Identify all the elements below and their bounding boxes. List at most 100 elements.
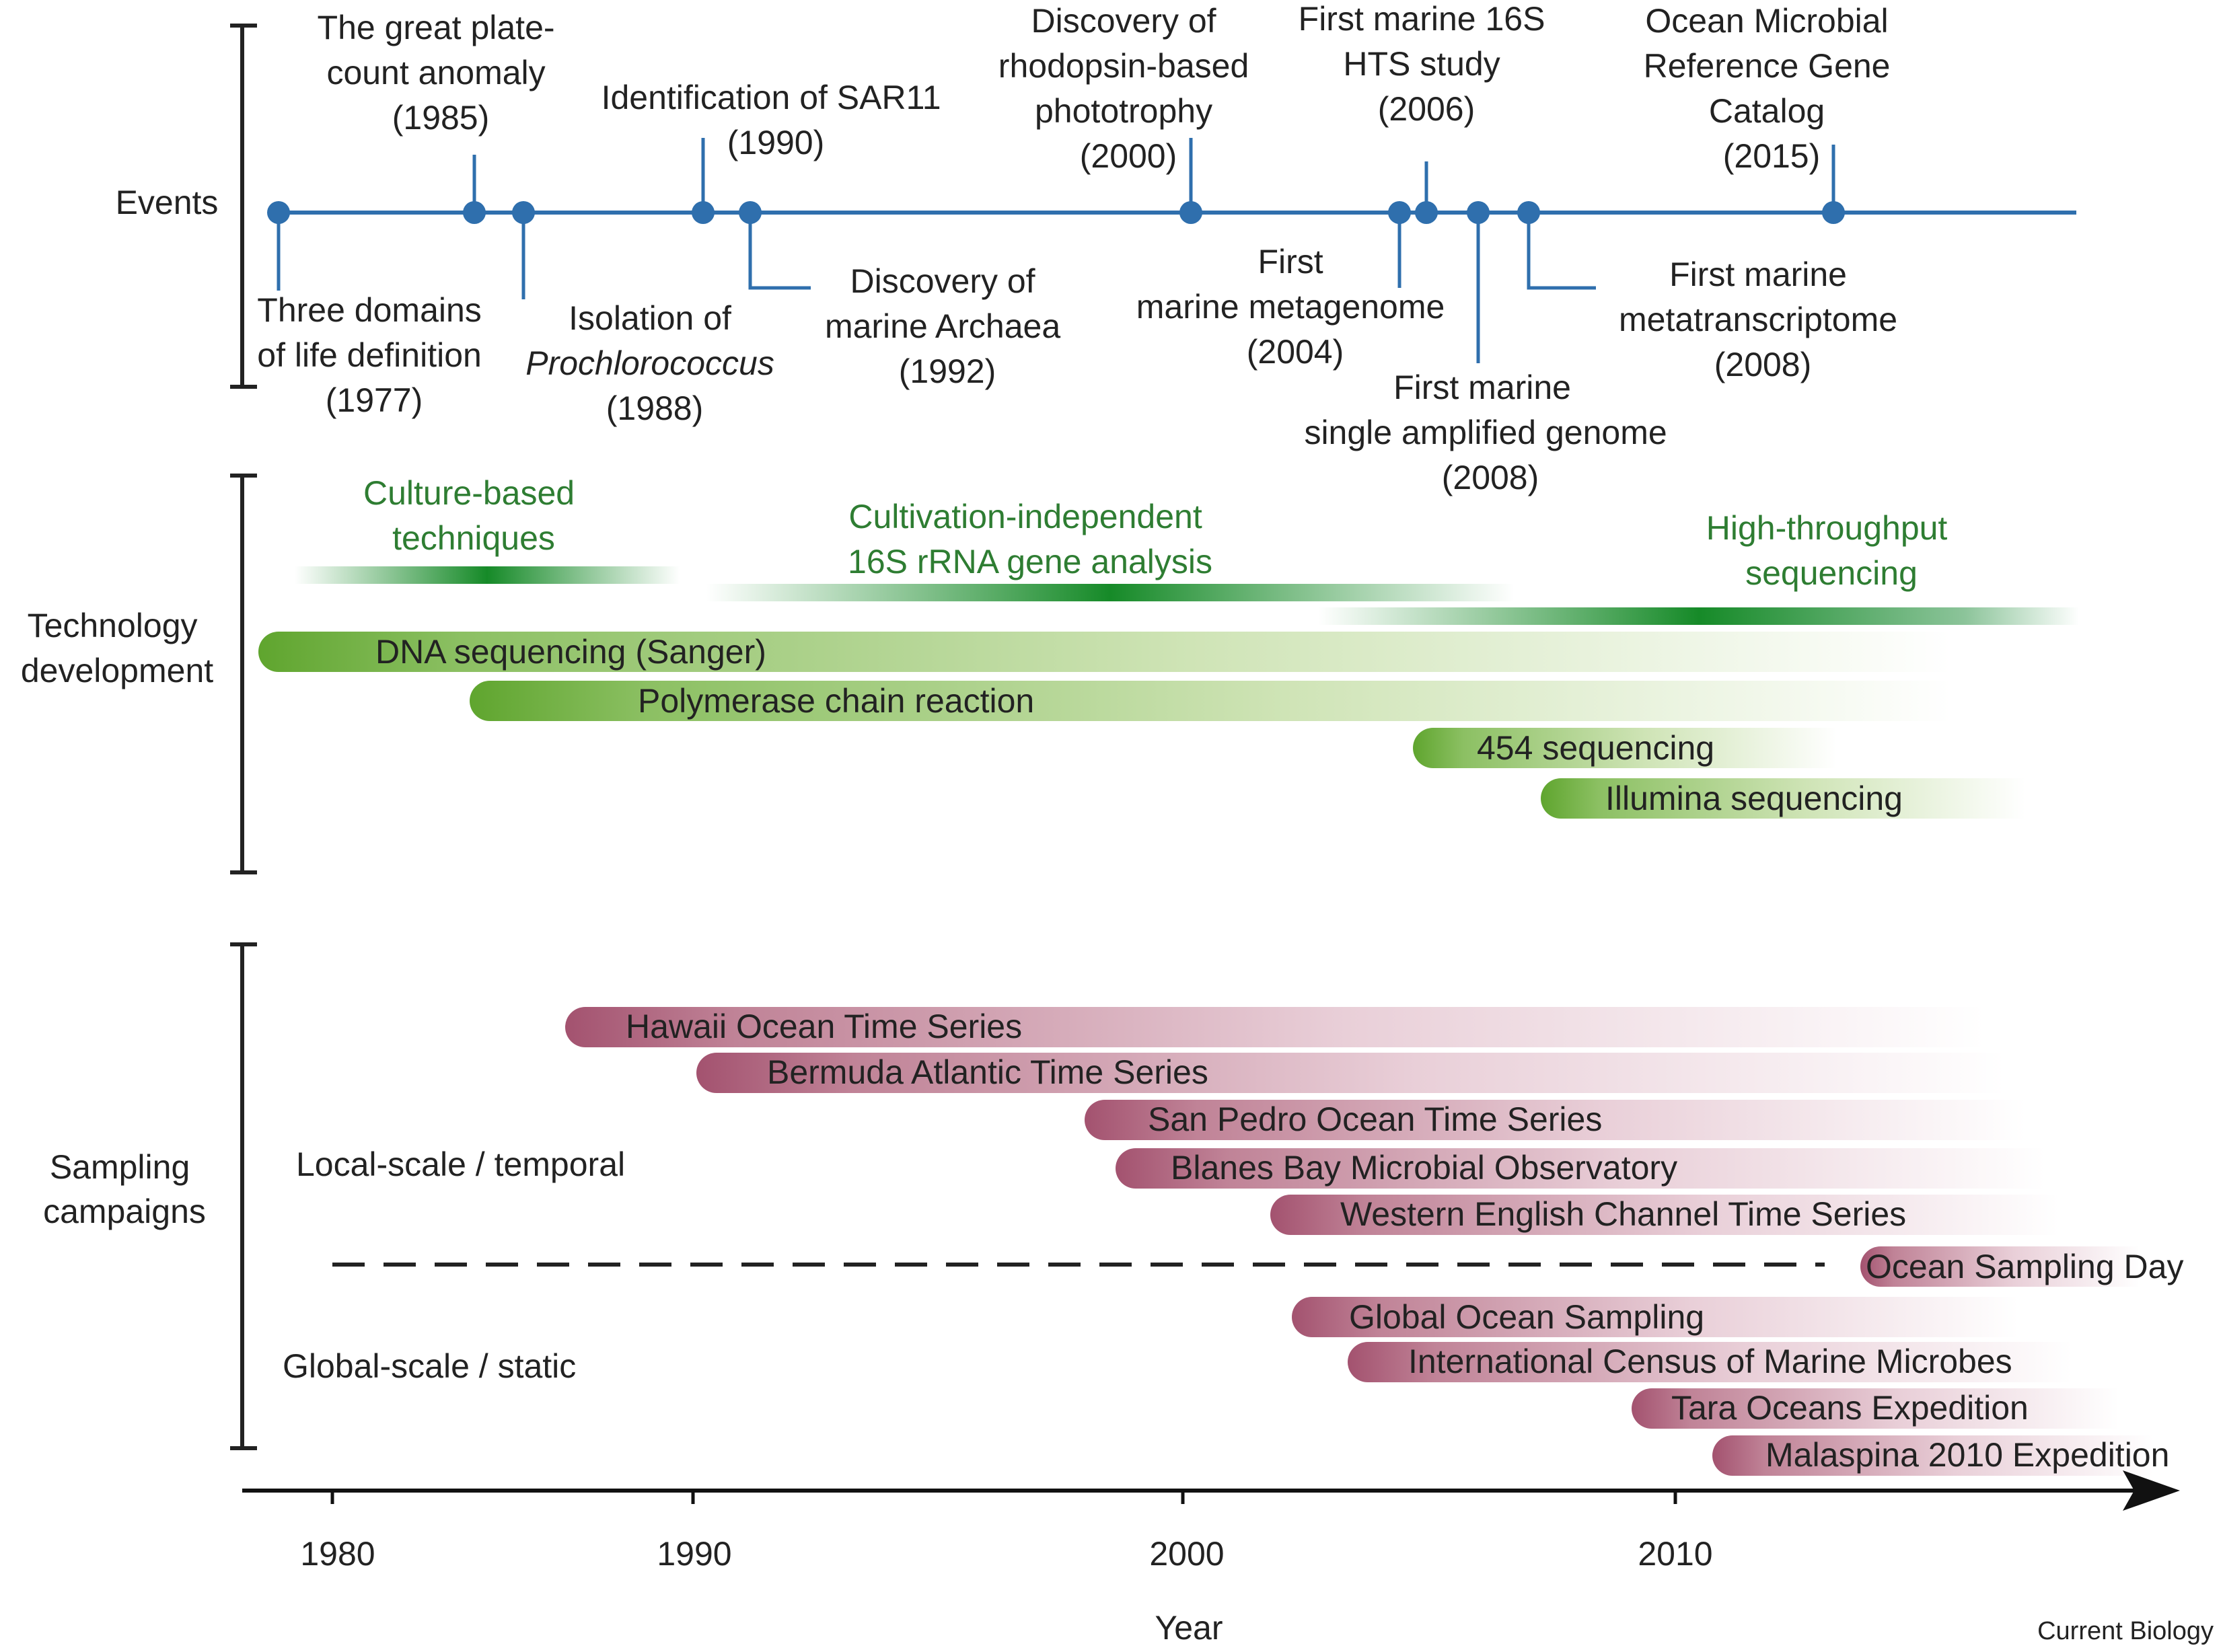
section-label-sampling-line-1: Sampling	[50, 1148, 190, 1186]
section-label-sampling: Sampling campaigns	[43, 1148, 206, 1230]
event-sar11: Identification of SAR11 (1990)	[602, 79, 951, 224]
tech-bar-label: DNA sequencing (Sanger)	[375, 633, 766, 671]
year-axis-ticks	[330, 1491, 1677, 1504]
era-high-throughput: High-throughput sequencing	[1319, 509, 2079, 625]
event-connector	[748, 213, 811, 290]
era-cultivation-independent: Cultivation-independent 16S rRNA gene an…	[706, 498, 1514, 601]
event-marine-archaea: Discovery of marine Archaea (1992)	[739, 201, 1070, 390]
event-marker	[692, 201, 715, 224]
campaign-bar	[1116, 1148, 2045, 1189]
event-label: Three domains of life definition (1977)	[257, 291, 490, 419]
campaign-label: Bermuda Atlantic Time Series	[767, 1053, 1208, 1091]
technology-eras: Culture-based techniques Cultivation-ind…	[295, 474, 2079, 625]
tick-label-1980: 1980	[300, 1535, 375, 1573]
campaign-hawaii: Hawaii Ocean Time Series	[565, 1007, 1985, 1047]
scale-label-local: Local-scale / temporal	[296, 1146, 625, 1183]
era-band	[295, 566, 680, 584]
era-label: Cultivation-independent 16S rRNA gene an…	[848, 498, 1212, 580]
campaign-label: Malaspina 2010 Expedition	[1765, 1436, 2169, 1474]
campaign-western-english-channel: Western English Channel Time Series	[1270, 1195, 2059, 1235]
tech-bar-sanger: DNA sequencing (Sanger)	[258, 632, 1951, 672]
event-rhodopsin-phototrophy: Discovery of rhodopsin-based phototrophy…	[998, 2, 1258, 224]
event-label: First marine metatranscriptome (2008)	[1619, 256, 1907, 383]
tech-bar-illumina: Illumina sequencing	[1541, 778, 2025, 819]
campaign-ocean-sampling-day: Ocean Sampling Day	[1860, 1246, 2183, 1287]
campaign-label: Blanes Bay Microbial Observatory	[1171, 1149, 1677, 1187]
event-marker	[739, 201, 762, 224]
campaign-bar	[1348, 1342, 2072, 1382]
tech-bar-label: 454 sequencing	[1477, 729, 1714, 767]
era-culture-based: Culture-based techniques	[295, 474, 680, 584]
era-label: Culture-based techniques	[363, 474, 584, 557]
event-plate-count-anomaly: The great plate- count anomaly (1985)	[318, 9, 564, 224]
local-campaigns: Hawaii Ocean Time Series Bermuda Atlanti…	[565, 1007, 2183, 1287]
global-campaigns: Global Ocean Sampling International Cens…	[1292, 1297, 2169, 1476]
campaign-blanes-bay: Blanes Bay Microbial Observatory	[1116, 1148, 2045, 1189]
campaign-label: San Pedro Ocean Time Series	[1148, 1100, 1602, 1138]
event-label: Discovery of marine Archaea (1992)	[825, 262, 1070, 390]
event-marker	[1822, 201, 1845, 224]
event-label: The great plate- count anomaly (1985)	[318, 9, 564, 137]
event-three-domains: Three domains of life definition (1977)	[257, 201, 490, 419]
campaign-bar	[1632, 1388, 2119, 1429]
campaign-tara-oceans: Tara Oceans Expedition	[1632, 1388, 2119, 1429]
year-axis: 1980 1990 2000 2010 Year	[242, 1470, 2180, 1647]
section-label-technology-line-1: Technology	[28, 607, 198, 644]
campaign-san-pedro: San Pedro Ocean Time Series	[1085, 1100, 2025, 1140]
event-marker	[267, 201, 290, 224]
event-marker	[1415, 201, 1438, 224]
section-label-sampling-line-2: campaigns	[43, 1193, 206, 1230]
campaign-label: Hawaii Ocean Time Series	[626, 1008, 1022, 1045]
tech-bar-shape	[1541, 778, 2025, 819]
era-band	[1319, 607, 2079, 625]
tech-bar-454: 454 sequencing	[1413, 728, 1837, 768]
campaign-bermuda: Bermuda Atlantic Time Series	[696, 1053, 2005, 1093]
tech-bar-shape	[470, 681, 1951, 721]
event-first-16s-hts: First marine 16S HTS study (2006)	[1299, 0, 1545, 224]
tick-label-1990: 1990	[657, 1535, 731, 1573]
scale-label-global: Global-scale / static	[283, 1347, 576, 1385]
tick-label-2010: 2010	[1638, 1535, 1712, 1573]
era-band	[706, 584, 1514, 601]
events-timeline: Three domains of life definition (1977) …	[257, 0, 2076, 496]
campaign-bar	[1270, 1195, 2059, 1235]
event-single-amplified-genome: First marine single amplified genome (20…	[1304, 201, 1667, 496]
event-prochlorococcus: Isolation of Prochlorococcus (1988)	[512, 201, 784, 427]
event-marker	[463, 201, 486, 224]
event-ocean-microbial-catalog: Ocean Microbial Reference Gene Catalog (…	[1644, 2, 1900, 224]
technology-bars: DNA sequencing (Sanger) Polymerase chain…	[258, 632, 2025, 819]
event-marker	[1467, 201, 1490, 224]
tech-bar-pcr: Polymerase chain reaction	[470, 681, 1951, 721]
event-label: Discovery of rhodopsin-based phototrophy…	[998, 2, 1258, 175]
section-label-events: Events	[116, 184, 219, 221]
event-label: First marine metagenome (2004)	[1136, 243, 1454, 371]
section-bracket-technology	[230, 474, 257, 874]
campaign-malaspina: Malaspina 2010 Expedition	[1712, 1435, 2169, 1476]
campaign-label: Ocean Sampling Day	[1866, 1248, 2183, 1285]
campaign-bar	[1292, 1297, 2018, 1337]
event-marker	[1388, 201, 1411, 224]
event-connector	[1527, 213, 1596, 290]
campaign-bar	[1085, 1100, 2025, 1140]
campaign-bar	[1712, 1435, 2153, 1476]
tick-label-2000: 2000	[1149, 1535, 1224, 1573]
section-bracket-events	[230, 24, 257, 389]
campaign-global-ocean-sampling: Global Ocean Sampling	[1292, 1297, 2018, 1337]
section-label-technology: Technology development	[21, 607, 213, 689]
tech-bar-label: Illumina sequencing	[1605, 780, 1903, 817]
event-metatranscriptome: First marine metatranscriptome (2008)	[1517, 201, 1907, 383]
event-first-metagenome: First marine metagenome (2004)	[1136, 201, 1454, 371]
event-label: Identification of SAR11 (1990)	[602, 79, 951, 161]
event-label: Isolation of Prochlorococcus (1988)	[525, 299, 784, 427]
campaign-label: Western English Channel Time Series	[1340, 1195, 1906, 1233]
campaign-label: Tara Oceans Expedition	[1671, 1389, 2029, 1427]
tech-bar-shape	[1413, 728, 1837, 768]
campaign-bar	[1860, 1246, 2140, 1287]
event-marker	[1179, 201, 1202, 224]
event-marker	[512, 201, 535, 224]
event-label: Ocean Microbial Reference Gene Catalog (…	[1644, 2, 1900, 175]
campaign-bar	[696, 1053, 2005, 1093]
campaign-icomm: International Census of Marine Microbes	[1348, 1342, 2072, 1382]
section-label-technology-line-2: development	[21, 652, 213, 689]
